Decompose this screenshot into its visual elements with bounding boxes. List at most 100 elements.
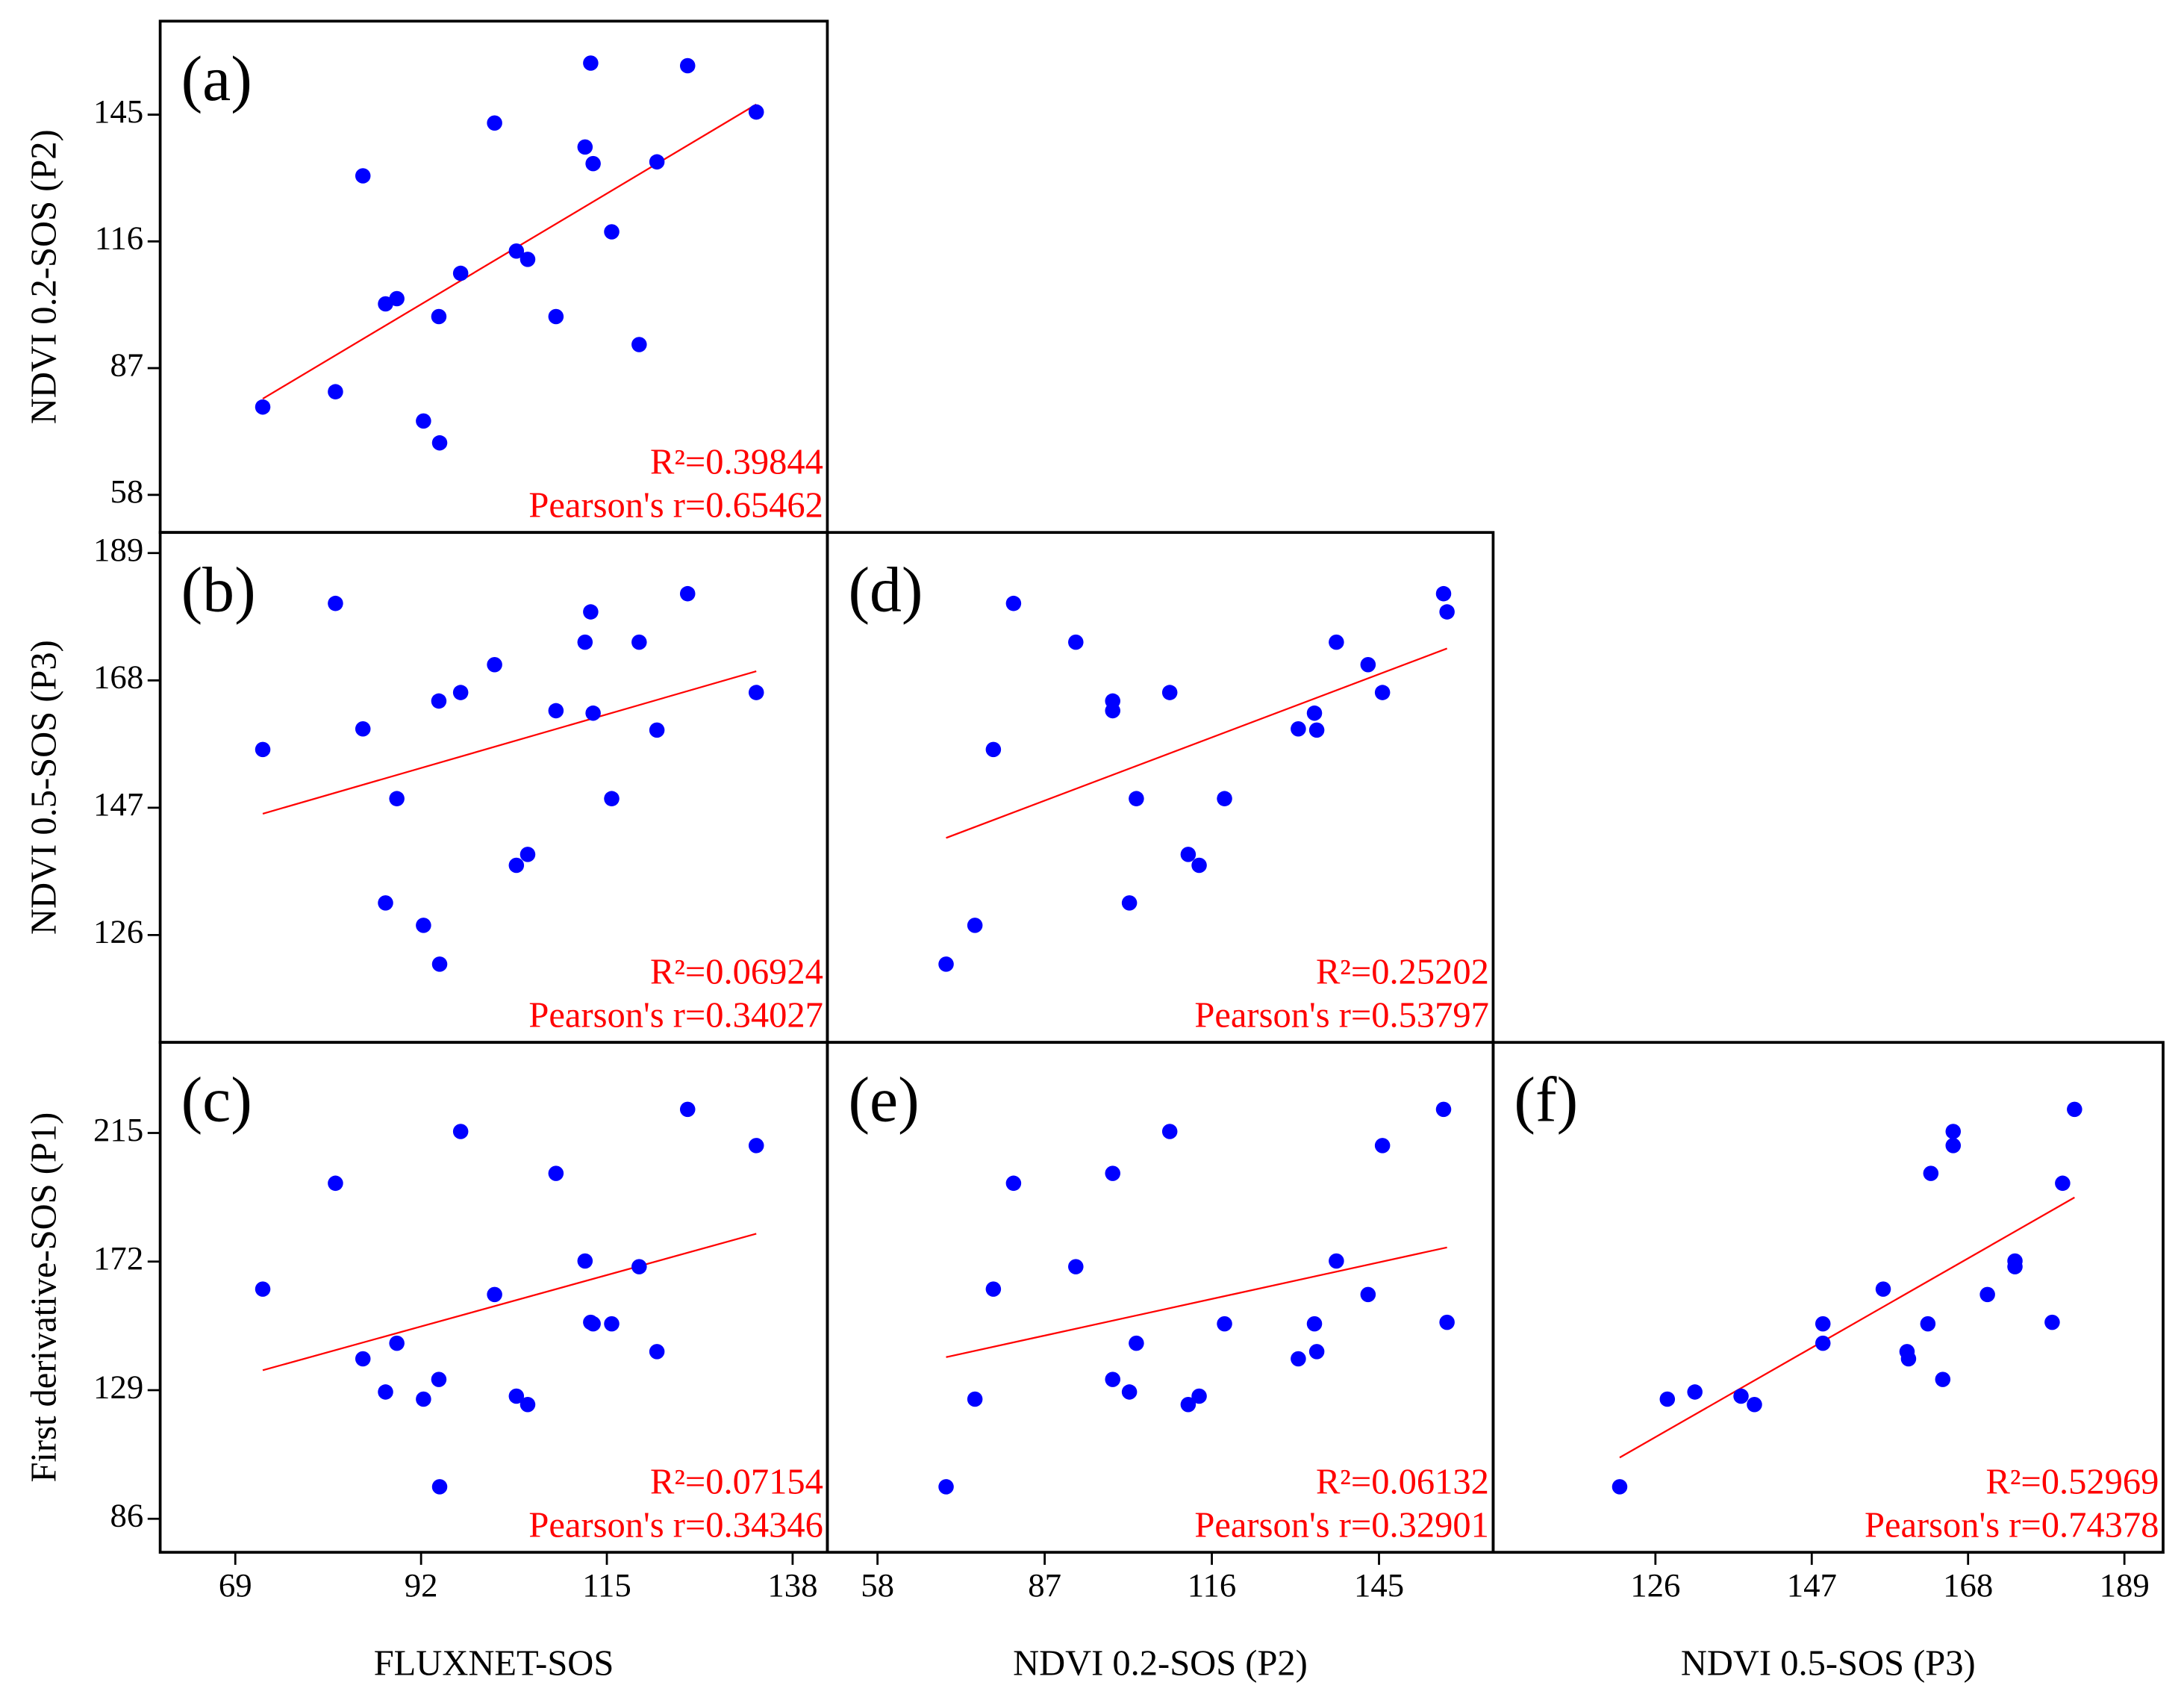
data-point [585, 155, 601, 172]
y-tick-label: 58 [110, 473, 143, 510]
data-point [1439, 1314, 1455, 1330]
fit-line [946, 1246, 1447, 1358]
data-point [431, 1372, 447, 1387]
data-point [2007, 1259, 2023, 1274]
data-point [985, 1281, 1002, 1297]
data-point [452, 685, 469, 700]
data-point [548, 1165, 564, 1181]
y-tick-label: 147 [93, 785, 143, 823]
data-point [1612, 1479, 1628, 1495]
data-point [1068, 1259, 1084, 1274]
data-point [378, 895, 393, 911]
data-point [431, 693, 447, 709]
data-point [1923, 1165, 1939, 1181]
data-point [679, 1101, 696, 1118]
data-point [1180, 1396, 1196, 1413]
data-point [1374, 685, 1391, 700]
data-point [985, 741, 1002, 758]
y-tick-label: 172 [93, 1239, 143, 1277]
data-point [431, 956, 448, 972]
x-tick-label: 69 [219, 1566, 252, 1604]
data-point [1129, 1335, 1144, 1351]
data-point [1747, 1396, 1762, 1413]
data-point [1105, 703, 1120, 719]
data-point [631, 337, 647, 352]
x-tick-label: 145 [1354, 1566, 1404, 1604]
data-point [585, 705, 601, 721]
data-point [389, 1335, 405, 1351]
data-point [548, 308, 564, 325]
data-point [1899, 1344, 1915, 1360]
fit-line [262, 1233, 757, 1372]
data-point [487, 1286, 502, 1303]
data-point [255, 399, 271, 415]
data-point [577, 1253, 593, 1269]
data-point [679, 585, 696, 602]
data-point [649, 1344, 665, 1360]
data-point [378, 1384, 393, 1400]
annotation: Pearson's r=0.53797 [1194, 996, 1488, 1036]
data-point [1360, 1286, 1376, 1303]
data-point [967, 918, 983, 933]
annotation: R²=0.06924 [650, 953, 823, 992]
data-point [1191, 1388, 1207, 1404]
data-point [604, 791, 620, 806]
data-point [1291, 1351, 1306, 1367]
data-point [1920, 1316, 1936, 1332]
data-point [577, 139, 593, 155]
data-point [452, 265, 469, 281]
data-point [1945, 1138, 1962, 1154]
data-point [1439, 604, 1455, 620]
x-tick-label: 87 [1028, 1566, 1061, 1604]
y-tick-label: 87 [110, 346, 143, 383]
annotation: R²=0.07154 [650, 1463, 823, 1502]
data-point [355, 721, 371, 737]
panel-label: (c) [181, 1065, 252, 1136]
data-point [1979, 1286, 1995, 1303]
data-point [1435, 585, 1452, 602]
x-tick-label: 115 [582, 1566, 631, 1604]
data-point [748, 685, 764, 700]
data-point [487, 115, 502, 131]
y-axis-label: NDVI 0.2-SOS (P2) [25, 129, 64, 424]
fit-line [262, 670, 757, 815]
y-axis-label: First derivative-SOS (P1) [25, 1112, 64, 1483]
data-point [328, 1175, 343, 1192]
panel-frame [1491, 1041, 2165, 1554]
panel-label: (d) [848, 555, 923, 626]
panel-label: (b) [181, 555, 256, 626]
y-tick-label: 86 [110, 1497, 143, 1534]
data-point [520, 1396, 536, 1413]
x-tick-label: 189 [2100, 1566, 2150, 1604]
x-tick-label: 58 [861, 1566, 894, 1604]
data-point [1815, 1335, 1831, 1351]
x-tick-label: 138 [767, 1566, 817, 1604]
data-point [2067, 1101, 2082, 1118]
data-point [2055, 1175, 2071, 1192]
data-point [520, 847, 536, 862]
data-point [967, 1391, 983, 1407]
data-point [1360, 656, 1376, 673]
annotation: R²=0.06132 [1316, 1463, 1489, 1502]
x-tick-label: 92 [405, 1566, 438, 1604]
x-axis-label: FLUXNET-SOS [374, 1643, 614, 1683]
data-point [508, 243, 525, 259]
annotation: R²=0.39844 [650, 443, 823, 482]
data-point [431, 1479, 448, 1495]
data-point [1308, 1344, 1325, 1360]
data-point [520, 252, 536, 267]
data-point [649, 154, 665, 170]
data-point [431, 308, 447, 325]
data-point [508, 857, 525, 874]
data-point [328, 595, 343, 611]
data-point [585, 1316, 601, 1332]
data-point [1291, 721, 1306, 737]
data-point [255, 1281, 271, 1297]
data-point [748, 104, 764, 120]
data-point [2044, 1314, 2060, 1330]
data-point [631, 1259, 647, 1274]
annotation: Pearson's r=0.34346 [528, 1506, 823, 1545]
data-point [1105, 1165, 1120, 1181]
data-point [355, 1351, 371, 1367]
x-tick-label: 147 [1787, 1566, 1837, 1604]
